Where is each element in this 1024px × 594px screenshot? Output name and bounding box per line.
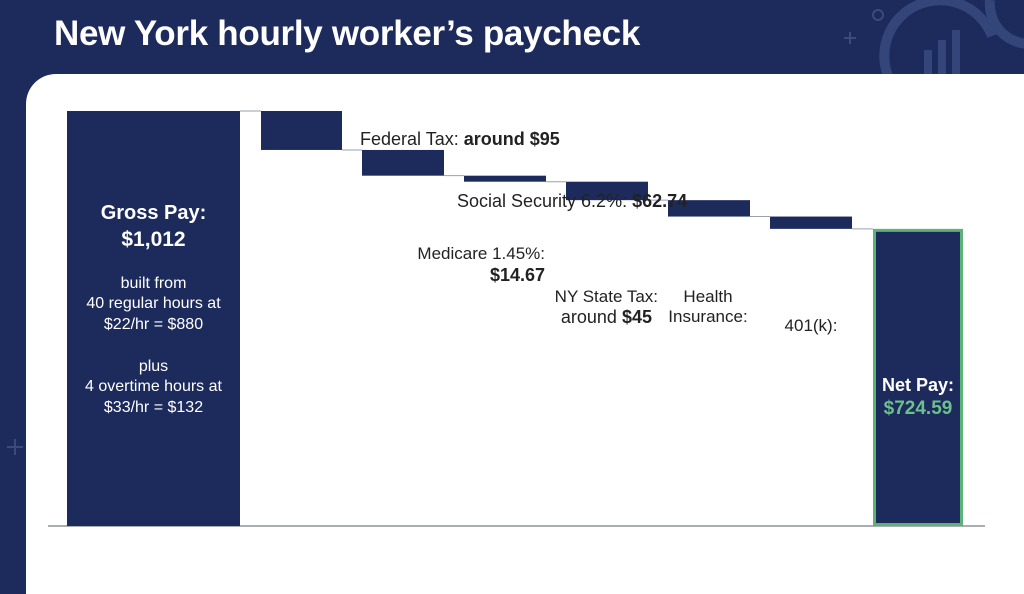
gross-pay-bar [67,111,240,526]
decorative-chart-icon [844,0,1024,78]
medicare-1-45-bar [464,175,546,182]
ny-state-tax-value: around $45 [561,307,652,327]
gross-pay-label: Gross Pay: [101,202,207,224]
gross-pay-detail-line: $22/hr = $880 [104,316,203,333]
social-security-label: Social Security 6.2%: $62.74 [457,191,687,211]
gross-pay-detail-line: plus [139,358,168,375]
gross-pay-detail-line: 40 regular hours at [86,295,221,312]
federal-tax-label: Federal Tax: around $95 [360,129,560,149]
health-insurance-label: Insurance: [668,307,747,326]
waterfall-chart: Gross Pay: $1,012 built from 40 regular hou… [48,110,985,527]
gross-pay-value: $1,012 [121,228,185,251]
page-title: New York hourly worker’s paycheck [54,14,641,53]
health-insurance-label: Health [683,287,732,306]
ny-state-tax-bar [566,181,648,201]
401k-value: $30 [796,277,826,297]
net-pay-value: $724.59 [884,398,953,419]
federal-tax-bar [261,111,342,150]
medicare-label: Medicare 1.45%: [417,244,545,263]
net-pay-label: Net Pay: [882,375,954,395]
gross-pay-detail-line: $33/hr = $132 [104,399,203,416]
ny-state-tax-label: NY State Tax: [555,287,658,306]
decorative-plus-icon [7,439,23,455]
401-k-bar [770,216,852,229]
net-pay-bar [873,228,963,527]
medicare-value: $14.67 [490,265,545,285]
gross-pay-detail-line: built from [121,275,187,292]
health-insurance-bar [668,200,750,217]
gross-pay-detail-line: 4 overtime hours at [85,378,223,395]
social-security-6-2-bar [362,149,444,176]
health-insurance-value: $40 [694,257,724,277]
401k-label: 401(k): [785,316,838,335]
